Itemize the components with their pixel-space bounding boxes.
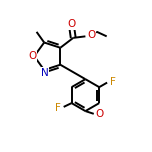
Text: F: F bbox=[110, 77, 116, 87]
Text: O: O bbox=[68, 19, 76, 29]
Text: F: F bbox=[55, 103, 61, 113]
Text: O: O bbox=[87, 30, 95, 40]
Text: O: O bbox=[28, 51, 36, 61]
Text: O: O bbox=[96, 109, 104, 119]
Text: N: N bbox=[41, 67, 49, 78]
